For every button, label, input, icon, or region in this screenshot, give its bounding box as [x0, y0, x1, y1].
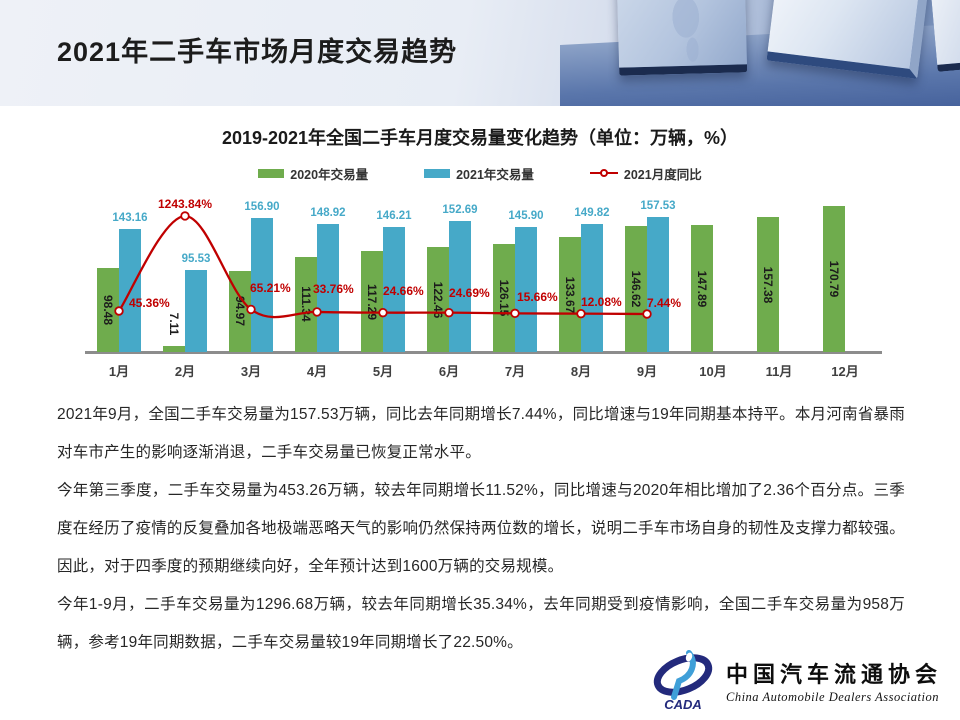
legend-item-2020: 2020年交易量 — [258, 164, 368, 183]
bar-2021-8月 — [581, 223, 603, 352]
bar-2020-2月 — [163, 345, 185, 352]
line-value-label-6月: 24.69% — [449, 285, 490, 300]
bar-value-label-2021-3月: 156.90 — [244, 200, 280, 213]
commentary-paragraph-2: 今年第三季度，二手车交易量为453.26万辆，较去年同期增长11.52%，同比增… — [57, 482, 905, 575]
bar-value-label-2021-5月: 146.21 — [376, 209, 412, 222]
x-axis-label-10月: 10月 — [699, 364, 727, 379]
bar-value-label-2021-4月: 148.92 — [310, 207, 346, 220]
x-axis-line — [85, 350, 882, 354]
decor-cube-icon — [616, 0, 748, 76]
cada-logo: CADA 中国汽车流通协会 China Automobile Dealers A… — [648, 650, 942, 712]
chart-legend: 2020年交易量 2021年交易量 2021月度同比 — [0, 163, 960, 183]
x-axis-label-11月: 11月 — [765, 364, 793, 379]
x-axis-label-4月: 4月 — [306, 364, 328, 379]
bar-2020-12月 — [823, 205, 845, 352]
commentary: 2021年9月，全国二手车交易量为157.53万辆，同比去年同期增长7.44%，… — [57, 396, 905, 662]
x-axis-label-9月: 9月 — [636, 364, 658, 379]
bar-value-label-2021-9月: 157.53 — [640, 199, 676, 212]
cada-acronym: CADA — [664, 697, 702, 712]
x-axis-label-8月: 8月 — [570, 364, 592, 379]
legend-label-yoy: 2021月度同比 — [623, 167, 702, 182]
bar-value-label-2021-1月: 143.16 — [112, 212, 148, 225]
x-axis-label-2月: 2月 — [174, 364, 196, 379]
x-axis-label-7月: 7月 — [504, 364, 526, 379]
bar-value-label-2021-7月: 145.90 — [508, 209, 544, 222]
bar-2021-1月 — [119, 229, 141, 352]
logo-en-name: China Automobile Dealers Association — [725, 690, 940, 704]
x-axis-label-3月: 3月 — [240, 364, 262, 379]
bar-2020-10月 — [691, 225, 713, 352]
x-axis-label-6月: 6月 — [438, 364, 460, 379]
legend-swatch-yoy-line-icon — [589, 168, 618, 177]
bar-line-chart: 98.48 143.16 1月 7.11 95.53 2月 94.97 156.90 3月 111… — [0, 194, 960, 394]
line-value-label-2月: 1243.84% — [157, 196, 213, 211]
commentary-paragraph-3: 今年1-9月，二手车交易量为1296.68万辆，较去年同期增长35.34%，去年… — [57, 596, 905, 651]
legend-label-2021: 2021年交易量 — [456, 167, 534, 182]
page-title: 2021年二手车市场月度交易趋势 — [57, 37, 458, 67]
x-axis-label-1月: 1月 — [108, 364, 130, 379]
logo-text: 中国汽车流通协会 China Automobile Dealers Associ… — [726, 657, 942, 705]
bar-value-label-2021-6月: 152.69 — [442, 204, 478, 217]
line-value-label-8月: 12.08% — [581, 294, 622, 309]
line-value-label-1月: 45.36% — [129, 296, 170, 310]
slide-header: 2021年二手车市场月度交易趋势 — [0, 0, 960, 106]
x-axis-label-5月: 5月 — [372, 364, 394, 379]
legend-swatch-2020-icon — [258, 168, 285, 178]
line-value-label-5月: 24.66% — [383, 283, 424, 298]
line-value-label-9月: 7.44% — [647, 296, 682, 310]
cada-logo-icon: CADA — [653, 650, 713, 712]
line-value-label-4月: 33.76% — [313, 281, 354, 296]
bar-value-label-2021-2月: 95.53 — [181, 253, 211, 266]
legend-label-2020: 2020年交易量 — [290, 167, 369, 182]
legend-item-2021: 2021年交易量 — [424, 164, 534, 183]
commentary-paragraph-1: 2021年9月，全国二手车交易量为157.53万辆，同比去年同期增长7.44%，… — [57, 406, 905, 461]
chart-title: 2019-2021年全国二手车月度交易量变化趋势（单位：万辆，%） — [221, 128, 739, 148]
bar-2021-2月 — [185, 270, 207, 352]
bar-2020-11月 — [757, 217, 779, 352]
x-axis-label-12月: 12月 — [831, 364, 859, 379]
bar-2020-1月 — [97, 267, 119, 352]
line-value-label-7月: 15.66% — [517, 290, 558, 305]
decor-worldmap-icon — [654, 0, 717, 65]
legend-item-yoy: 2021月度同比 — [589, 164, 702, 183]
logo-cn-name: 中国汽车流通协会 — [725, 662, 942, 687]
legend-swatch-2021-icon — [424, 168, 451, 178]
line-marker-2月 — [180, 211, 190, 221]
line-value-label-3月: 65.21% — [250, 281, 291, 296]
bar-2021-9月 — [647, 216, 669, 352]
bar-value-label-2021-8月: 149.82 — [574, 206, 610, 219]
